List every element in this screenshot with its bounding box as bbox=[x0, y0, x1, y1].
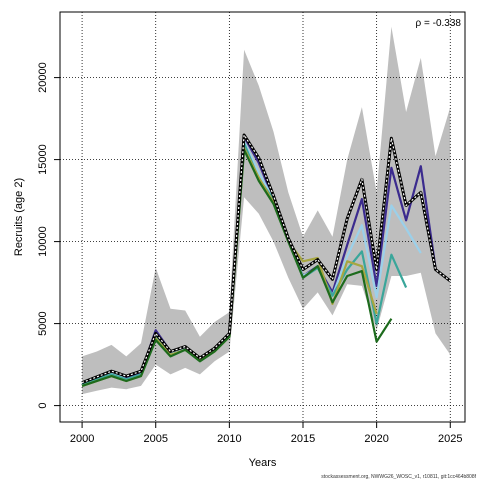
series-line-dash bbox=[81, 133, 451, 384]
footnote: stockassessment.org, NWWG26_WOSC_v1, r10… bbox=[321, 474, 476, 480]
y-tick-label: 15000 bbox=[37, 144, 49, 175]
series-layer bbox=[81, 133, 452, 387]
y-tick-label: 0 bbox=[37, 403, 49, 409]
x-tick-label: 2025 bbox=[438, 433, 462, 445]
y-axis: 0 5000 10000 15000 20000 bbox=[37, 62, 60, 409]
plot-frame bbox=[59, 11, 466, 423]
confidence-band-layer bbox=[82, 26, 451, 395]
y-tick-label: 20000 bbox=[37, 62, 49, 93]
x-tick-label: 2005 bbox=[143, 433, 167, 445]
x-tick-label: 2015 bbox=[291, 433, 315, 445]
confidence-band bbox=[82, 26, 451, 395]
x-tick-label: 2010 bbox=[217, 433, 241, 445]
x-axis: 2000 2005 2010 2015 2020 2025 bbox=[70, 422, 463, 445]
grid-layer bbox=[60, 12, 465, 422]
x-tick-label: 2000 bbox=[70, 433, 94, 445]
x-tick-label: 2020 bbox=[364, 433, 388, 445]
x-axis-title: Years bbox=[249, 457, 277, 469]
y-axis-title: Recruits (age 2) bbox=[13, 178, 25, 256]
y-tick-label: 10000 bbox=[37, 226, 49, 257]
y-tick-label: 5000 bbox=[37, 311, 49, 335]
rho-annotation: ρ = -0.338 bbox=[416, 18, 462, 29]
